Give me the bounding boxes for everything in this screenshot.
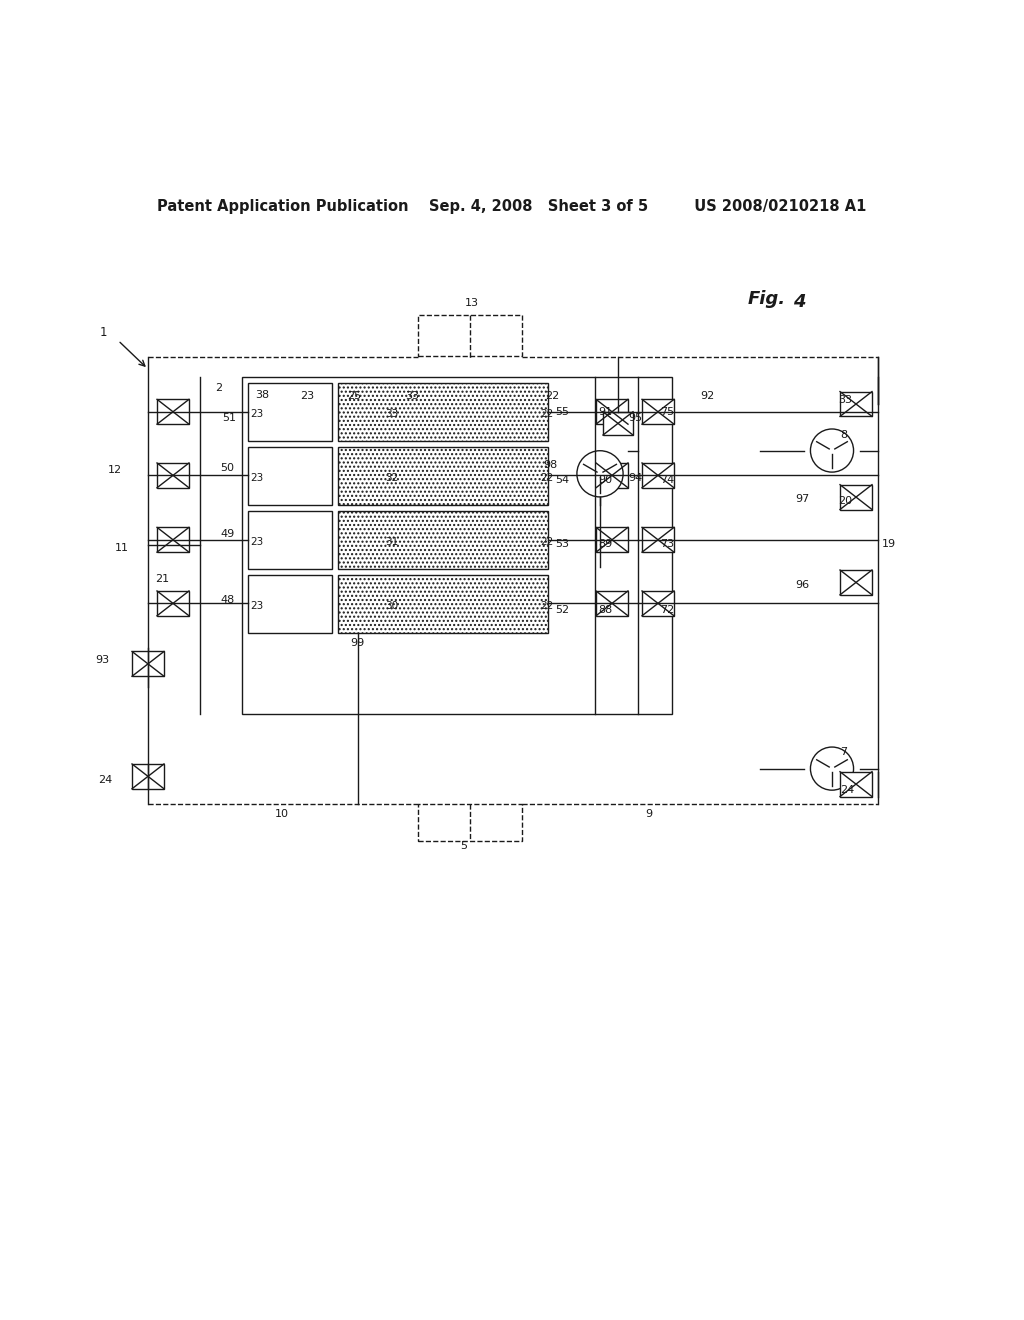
Bar: [132, 764, 164, 789]
Text: 49: 49: [220, 529, 234, 540]
Bar: [840, 392, 872, 416]
Circle shape: [810, 429, 854, 473]
Text: Fig.: Fig.: [748, 290, 786, 309]
Bar: [596, 400, 628, 424]
Text: 22: 22: [540, 601, 553, 611]
Text: 23: 23: [300, 391, 314, 401]
Bar: [418, 314, 522, 356]
Bar: [338, 446, 548, 504]
Text: 23: 23: [250, 601, 263, 611]
Text: 32: 32: [385, 473, 398, 483]
Bar: [840, 570, 872, 595]
Bar: [132, 652, 164, 676]
Circle shape: [577, 450, 623, 496]
Text: 38: 38: [255, 389, 269, 400]
Text: 22: 22: [540, 409, 553, 418]
Text: 53: 53: [555, 539, 569, 549]
Text: 22: 22: [540, 537, 553, 546]
Text: 74: 74: [660, 475, 674, 484]
Text: 50: 50: [220, 462, 234, 473]
Text: 4: 4: [793, 293, 806, 310]
Text: 88: 88: [598, 605, 612, 615]
Text: 30: 30: [385, 601, 398, 611]
Bar: [603, 412, 633, 436]
Text: 19: 19: [882, 539, 896, 549]
Bar: [642, 463, 674, 488]
Bar: [840, 484, 872, 510]
Text: 96: 96: [795, 579, 809, 590]
Text: 12: 12: [108, 465, 122, 475]
Text: 94: 94: [628, 473, 642, 483]
Text: 5: 5: [460, 841, 467, 851]
Bar: [642, 400, 674, 424]
Bar: [248, 511, 332, 569]
Bar: [157, 463, 189, 488]
Text: 23: 23: [250, 537, 263, 546]
Text: Patent Application Publication    Sep. 4, 2008   Sheet 3 of 5         US 2008/02: Patent Application Publication Sep. 4, 2…: [158, 199, 866, 214]
Text: 98: 98: [543, 459, 557, 470]
Bar: [248, 574, 332, 632]
Text: 93: 93: [95, 655, 110, 665]
Text: 92: 92: [700, 391, 715, 401]
Text: 99: 99: [350, 638, 365, 648]
Bar: [596, 591, 628, 616]
Text: 20: 20: [838, 496, 852, 506]
Text: 1: 1: [100, 326, 108, 339]
Bar: [418, 804, 522, 841]
Bar: [338, 574, 548, 632]
Text: 13: 13: [465, 298, 479, 308]
Bar: [157, 528, 189, 552]
Text: 48: 48: [220, 595, 234, 606]
Text: 90: 90: [598, 475, 612, 484]
Bar: [642, 591, 674, 616]
Text: 2: 2: [215, 384, 222, 393]
Text: 54: 54: [555, 475, 569, 484]
Circle shape: [810, 747, 854, 791]
Bar: [248, 446, 332, 504]
Bar: [157, 400, 189, 424]
Text: 21: 21: [155, 574, 169, 583]
Text: 24: 24: [840, 785, 854, 796]
Text: 72: 72: [660, 605, 674, 615]
Text: 25: 25: [347, 391, 361, 401]
Text: 23: 23: [250, 473, 263, 483]
Text: 97: 97: [795, 495, 809, 504]
Bar: [338, 383, 548, 441]
Text: 75: 75: [660, 407, 674, 417]
Text: 73: 73: [660, 539, 674, 549]
Text: 7: 7: [840, 747, 847, 756]
Text: 55: 55: [555, 407, 569, 417]
Text: 8: 8: [840, 430, 847, 440]
Text: 10: 10: [275, 809, 289, 818]
Text: 22: 22: [545, 391, 559, 401]
Text: 91: 91: [598, 407, 612, 417]
Bar: [157, 591, 189, 616]
Bar: [248, 383, 332, 441]
Bar: [242, 376, 672, 714]
Text: 33: 33: [385, 409, 398, 418]
Text: 9: 9: [645, 809, 652, 818]
Bar: [596, 528, 628, 552]
Text: 11: 11: [115, 543, 129, 553]
Text: 22: 22: [540, 473, 553, 483]
Text: 51: 51: [222, 413, 236, 422]
Text: 95: 95: [628, 413, 642, 422]
Bar: [840, 772, 872, 796]
Text: 33: 33: [838, 395, 852, 405]
Text: 31: 31: [385, 537, 398, 546]
Text: 33: 33: [406, 391, 419, 401]
Bar: [596, 463, 628, 488]
Bar: [338, 511, 548, 569]
Text: 24: 24: [98, 775, 113, 785]
Text: 52: 52: [555, 605, 569, 615]
Text: 89: 89: [598, 539, 612, 549]
Text: 23: 23: [250, 409, 263, 418]
Bar: [642, 528, 674, 552]
